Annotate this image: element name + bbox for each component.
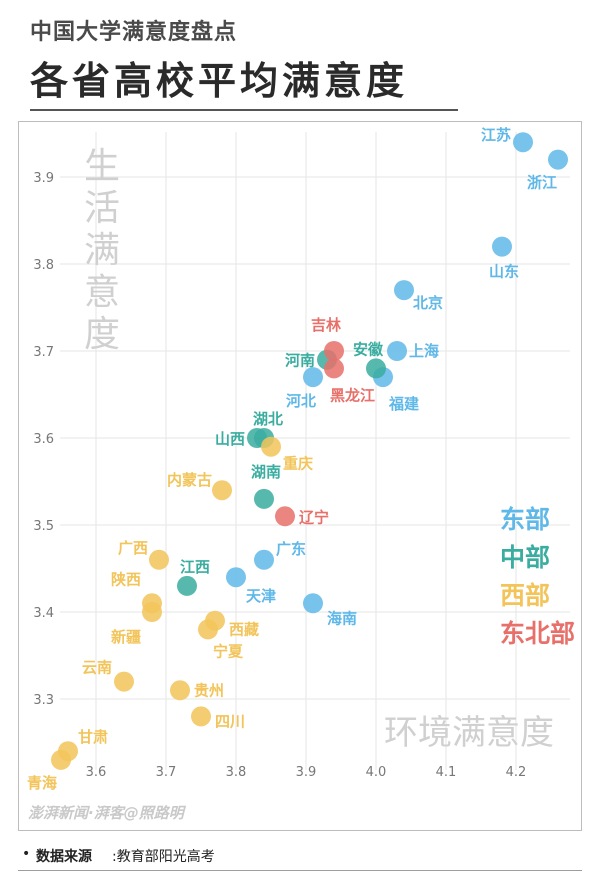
y-axis-title-char: 度 <box>84 314 120 355</box>
point-label: 四川 <box>215 712 245 730</box>
x-tick-label: 3.9 <box>296 765 317 780</box>
point-label: 云南 <box>82 659 112 677</box>
point-label: 江苏 <box>481 126 511 144</box>
data-point <box>513 132 533 153</box>
point-label: 湖北 <box>253 410 283 428</box>
y-tick-label: 3.3 <box>33 693 54 708</box>
source-value: :教育部阳光高考 <box>112 849 215 865</box>
data-point <box>303 367 323 388</box>
data-point <box>212 480 232 501</box>
tick-labels: 3.6 3.7 3.8 3.9 4.0 4.1 4.2 3.3 3.4 3.5 3.6 3.7 3.8 3… <box>33 171 526 780</box>
y-tick-label: 3.4 <box>33 606 54 621</box>
x-axis-title: 环境满意度 <box>384 713 554 753</box>
x-tick-label: 4.2 <box>506 765 527 780</box>
grid-lines <box>60 132 570 770</box>
point-label: 山西 <box>215 430 245 448</box>
y-tick-label: 3.8 <box>33 258 54 273</box>
point-label: 河南 <box>285 352 315 370</box>
y-tick-label: 3.7 <box>33 345 54 360</box>
chart-frame <box>18 121 582 831</box>
data-point <box>51 749 71 770</box>
title-divider <box>30 109 458 111</box>
point-label: 辽宁 <box>299 508 329 526</box>
page-title: 各省高校平均满意度 <box>30 59 409 103</box>
legend-entry: 中部 <box>500 543 550 572</box>
data-point <box>387 341 407 361</box>
point-label: 上海 <box>409 342 439 360</box>
page-subtitle: 中国大学满意度盘点 <box>30 20 238 45</box>
point-label: 湖南 <box>251 463 281 481</box>
point-label: 内蒙古 <box>167 471 212 489</box>
data-point <box>142 602 162 622</box>
point-label: 山东 <box>489 263 519 281</box>
point-label: 安徽 <box>353 340 384 358</box>
point-label: 浙江 <box>527 174 557 192</box>
x-tick-label: 3.8 <box>226 765 247 780</box>
point-label: 江西 <box>180 558 210 576</box>
y-tick-label: 3.5 <box>33 519 54 534</box>
source-label: 数据来源 <box>36 849 92 865</box>
y-tick-label: 3.9 <box>33 171 54 186</box>
point-label: 西藏 <box>229 621 259 639</box>
footer-divider <box>18 870 582 871</box>
point-label: 广东 <box>276 540 306 558</box>
x-tick-label: 3.6 <box>86 765 107 780</box>
point-label: 青海 <box>27 774 57 792</box>
data-point <box>548 149 568 170</box>
point-label: 宁夏 <box>213 642 244 660</box>
point-label: 吉林 <box>311 316 342 334</box>
point-label: 贵州 <box>194 681 224 699</box>
data-point <box>394 280 414 301</box>
data-point <box>226 567 246 588</box>
point-label: 河北 <box>286 392 316 410</box>
data-point <box>254 549 274 570</box>
data-point <box>324 341 344 361</box>
data-point <box>114 671 134 692</box>
data-point <box>191 706 211 727</box>
data-point <box>303 593 323 614</box>
y-axis-title-char: 生 <box>84 146 120 187</box>
point-label: 黑龙江 <box>330 386 375 404</box>
y-tick-label: 3.6 <box>33 432 54 447</box>
data-point <box>366 358 386 379</box>
point-label: 福建 <box>388 395 420 413</box>
point-label: 甘肃 <box>78 728 108 746</box>
y-axis-title-char: 意 <box>84 272 120 313</box>
data-point <box>198 619 218 640</box>
data-point <box>170 680 190 701</box>
point-label: 北京 <box>413 294 443 312</box>
legend-entry: 西部 <box>500 581 550 610</box>
point-label: 陕西 <box>111 570 141 588</box>
data-point <box>177 575 197 596</box>
y-axis-title-char: 满 <box>84 230 120 271</box>
point-label: 天津 <box>246 587 276 605</box>
y-axis-title-char: 活 <box>84 188 120 229</box>
data-points <box>51 132 568 770</box>
point-label: 新疆 <box>111 628 141 646</box>
bullet-icon: • <box>22 846 31 862</box>
x-tick-label: 4.1 <box>436 765 457 780</box>
watermark-text: 澎湃新闻·湃客@照路明 <box>28 804 187 822</box>
legend-entry: 东北部 <box>500 619 575 648</box>
data-point <box>261 436 281 457</box>
data-point <box>275 506 295 527</box>
point-label: 广西 <box>118 539 148 557</box>
legend-entry: 东部 <box>500 505 550 534</box>
data-point <box>149 549 169 570</box>
x-tick-label: 3.7 <box>156 765 177 780</box>
data-point <box>324 358 344 379</box>
data-point <box>492 236 512 257</box>
x-tick-label: 4.0 <box>366 765 387 780</box>
point-label: 海南 <box>327 609 357 627</box>
data-point <box>254 488 274 509</box>
point-label: 重庆 <box>283 455 313 473</box>
